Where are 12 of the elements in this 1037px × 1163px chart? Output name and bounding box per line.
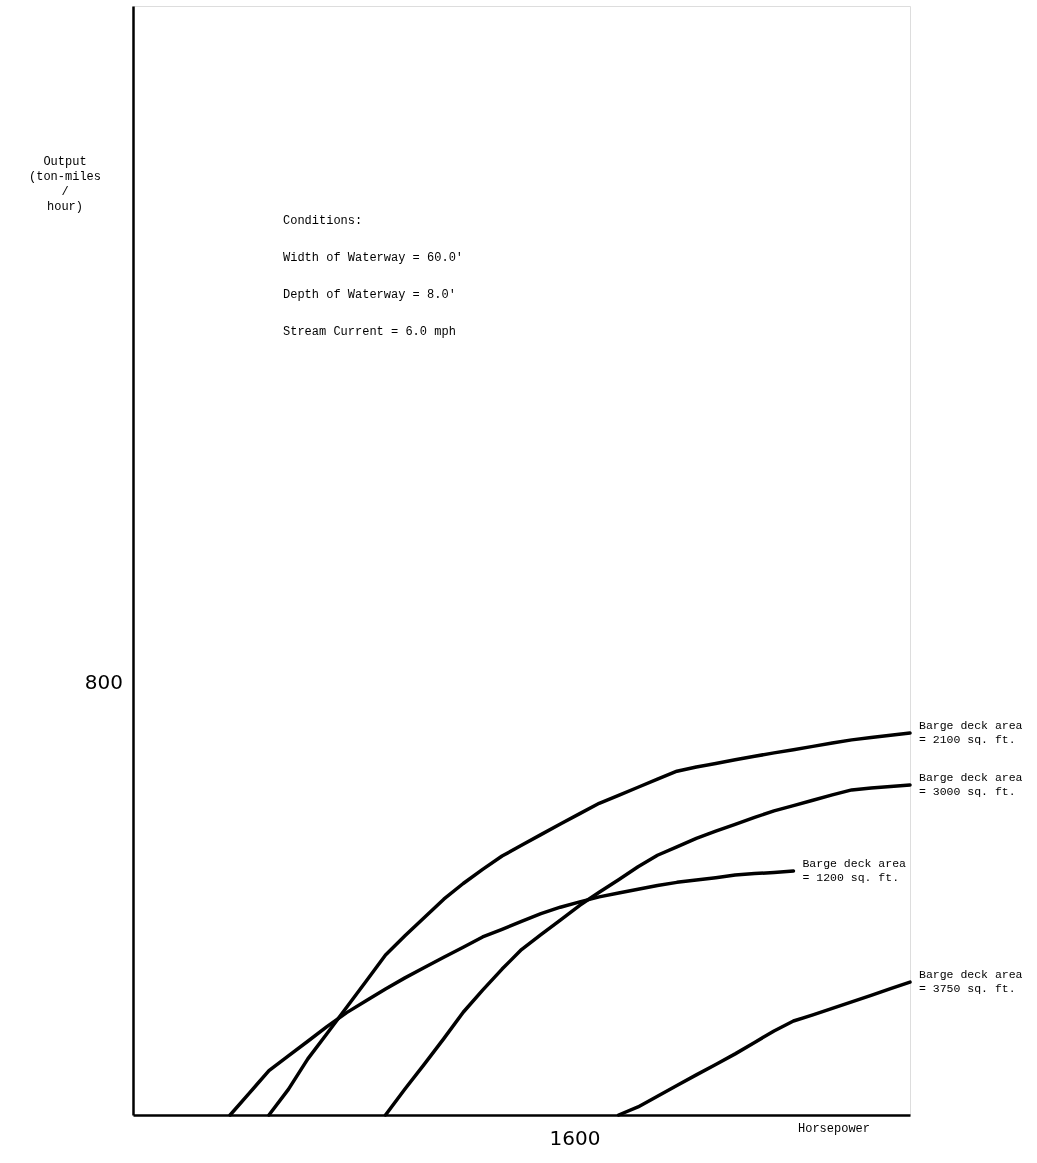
text: Stream Current = 6.0 mph — [283, 325, 456, 339]
series-label: Barge deck area = 1200 sq. ft. — [802, 856, 907, 884]
series-label: Barge deck area = 3750 sq. ft. — [919, 968, 1023, 996]
series-label: Barge deck area = 3000 sq. ft. — [919, 770, 1023, 798]
text: Width of Waterway = 60.0' — [283, 251, 464, 265]
text: Conditions: — [283, 214, 363, 228]
text: Depth of Waterway = 8.0' — [283, 288, 456, 302]
text: Output (ton-miles / hour) — [28, 155, 102, 214]
text: 800 — [84, 670, 123, 694]
series-label: Barge deck area = 2100 sq. ft. — [919, 719, 1023, 746]
x-axis-title: Horsepower — [797, 1122, 870, 1136]
text: 1600 — [549, 1126, 601, 1150]
